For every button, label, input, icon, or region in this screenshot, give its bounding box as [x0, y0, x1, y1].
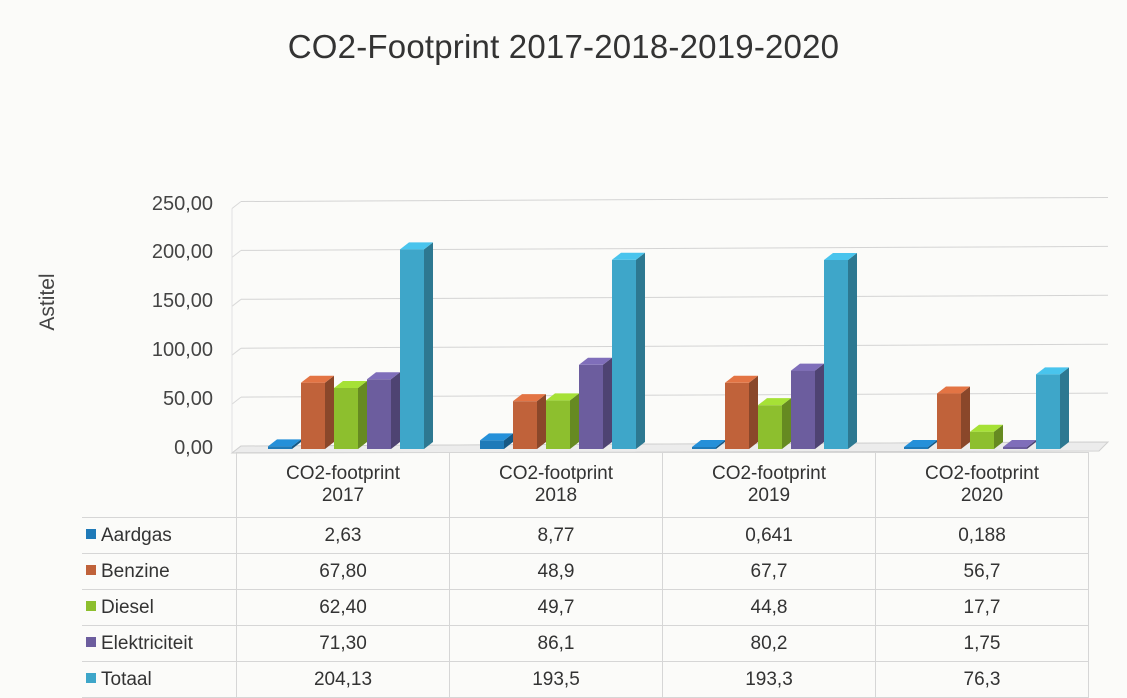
bar-benzine [301, 375, 334, 449]
y-tick-label: 50,00 [162, 388, 213, 411]
category-label: CO2-footprint 2020 [875, 452, 1089, 518]
data-cell: 17,7 [875, 589, 1089, 626]
data-cell: 48,9 [449, 553, 663, 590]
y-tick-label: 150,00 [151, 290, 213, 313]
gridline-side [231, 396, 242, 405]
data-cell: 8,77 [449, 517, 663, 554]
bar-benzine [513, 394, 546, 449]
series-name: Aardgas [101, 524, 172, 546]
table-row: Benzine 67,80 48,9 67,7 56,7 [82, 553, 1089, 590]
data-cell: 204,13 [236, 661, 450, 698]
data-cell: 56,7 [875, 553, 1089, 590]
bar-totaal [824, 252, 857, 449]
bar-totaal [612, 252, 645, 449]
data-cell: 0,641 [662, 517, 876, 554]
data-cell: 44,8 [662, 589, 876, 626]
data-cell: 67,7 [662, 553, 876, 590]
legend-swatch [86, 637, 96, 648]
data-cell: 1,75 [875, 625, 1089, 662]
bar-benzine [725, 375, 758, 449]
data-table-corner [82, 452, 237, 518]
bar-totaal [400, 242, 433, 449]
legend-swatch [86, 529, 96, 540]
gridline-side [231, 201, 242, 209]
table-row: Aardgas 2,63 8,77 0,641 0,188 [82, 517, 1089, 554]
bar-elektriciteit [579, 357, 612, 449]
bar-diesel [970, 424, 1003, 449]
table-row: Elektriciteit 71,30 86,1 80,2 1,75 [82, 625, 1089, 662]
bar-elektriciteit [791, 363, 824, 449]
legend-swatch [86, 565, 96, 576]
data-cell: 80,2 [662, 625, 876, 662]
bar-elektriciteit [1003, 440, 1036, 449]
bar-diesel [546, 393, 579, 449]
legend-entry: Totaal [82, 661, 237, 698]
data-cell: 49,7 [449, 589, 663, 626]
legend-entry: Aardgas [82, 517, 237, 554]
data-cell: 193,5 [449, 661, 663, 698]
legend-swatch [86, 601, 96, 612]
bar-diesel [758, 398, 791, 449]
legend-entry: Elektriciteit [82, 625, 237, 662]
data-table: CO2-footprint 2017 CO2-footprint 2018 CO2-… [82, 452, 1089, 698]
y-axis-label: Astitel [36, 273, 59, 331]
gridline-side [231, 250, 242, 258]
data-cell: 2,63 [236, 517, 450, 554]
bar-elektriciteit [367, 372, 400, 449]
bar-totaal [1036, 367, 1069, 449]
table-row: Totaal 204,13 193,5 193,3 76,3 [82, 661, 1089, 698]
series-name: Benzine [101, 560, 170, 582]
data-cell: 86,1 [449, 625, 663, 662]
gridline [240, 294, 1109, 300]
table-row: Diesel 62,40 49,7 44,8 17,7 [82, 589, 1089, 626]
chart-floor [230, 441, 1110, 454]
legend-swatch [86, 673, 96, 684]
data-cell: 76,3 [875, 661, 1089, 698]
bar-aardgas [692, 440, 725, 449]
y-tick-label: 200,00 [151, 241, 213, 264]
chart-title: CO2-Footprint 2017-2018-2019-2020 [287, 28, 840, 65]
data-cell: 193,3 [662, 661, 876, 698]
series-name: Diesel [101, 596, 154, 618]
series-name: Elektriciteit [101, 632, 193, 654]
data-cell: 62,40 [236, 589, 450, 626]
bar-aardgas [904, 440, 937, 449]
data-cell: 71,30 [236, 625, 450, 662]
data-cell: 0,188 [875, 517, 1089, 554]
gridline [240, 197, 1109, 202]
bar-benzine [937, 386, 970, 449]
series-name: Totaal [101, 668, 152, 690]
bar-aardgas [268, 439, 301, 449]
data-cell: 67,80 [236, 553, 450, 590]
bar-diesel [334, 380, 367, 449]
gridline-side [231, 347, 242, 356]
y-tick-label: 100,00 [151, 339, 213, 362]
category-label: CO2-footprint 2017 [236, 452, 450, 518]
gridline-side [231, 298, 242, 307]
bar-aardgas [480, 433, 513, 449]
category-label: CO2-footprint 2019 [662, 452, 876, 518]
legend-entry: Benzine [82, 553, 237, 590]
legend-entry: Diesel [82, 589, 237, 626]
y-tick-label: 250,00 [151, 192, 213, 215]
gridline [240, 245, 1109, 251]
data-table-header: CO2-footprint 2017 CO2-footprint 2018 CO2-… [82, 452, 1089, 518]
category-label: CO2-footprint 2018 [449, 452, 663, 518]
gridline [240, 343, 1109, 349]
